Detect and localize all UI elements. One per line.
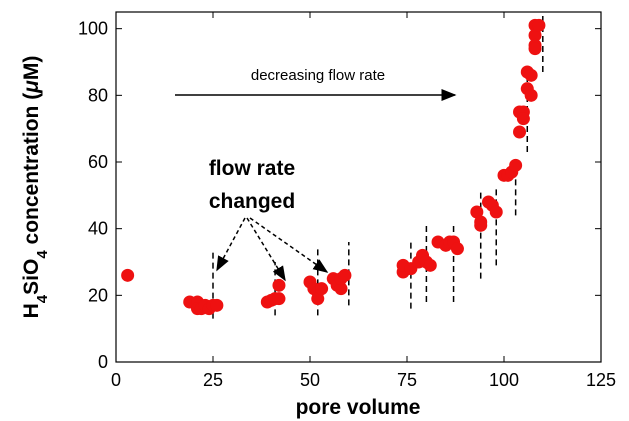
- y-label-part: 4: [34, 294, 51, 303]
- y-label-part: H: [20, 303, 43, 318]
- data-point: [315, 282, 329, 296]
- data-point: [524, 88, 538, 102]
- y-label-part: SiO: [20, 259, 43, 295]
- data-point: [513, 125, 527, 139]
- y-tick-label: 60: [88, 152, 108, 172]
- x-tick-label: 25: [203, 370, 223, 390]
- y-tick-label: 100: [78, 19, 108, 39]
- data-point: [516, 112, 530, 126]
- data-point: [524, 68, 538, 82]
- annotation: changed: [209, 190, 295, 213]
- plot-frame: [115, 11, 602, 363]
- x-tick-label: 125: [586, 370, 616, 390]
- data-point: [338, 268, 352, 282]
- data-point: [334, 282, 348, 296]
- data-point: [489, 205, 503, 219]
- data-point: [470, 205, 484, 219]
- annotation-arrow: [216, 217, 246, 272]
- y-axis-label: H4SiO4 concentration (μM): [20, 56, 51, 319]
- y-label-part: concentration (: [20, 93, 43, 251]
- annotation: decreasing flow rate: [251, 67, 385, 84]
- x-tick-label: 75: [397, 370, 417, 390]
- data-point: [528, 42, 542, 56]
- data-point: [532, 18, 546, 32]
- x-tick-label: 100: [489, 370, 519, 390]
- annotation-arrow: [249, 217, 329, 273]
- data-point: [509, 158, 523, 172]
- annotation: flow rate: [209, 157, 295, 180]
- x-tick-label: 0: [111, 370, 121, 390]
- data-point: [450, 242, 464, 256]
- data-point: [272, 292, 286, 306]
- y-label-part: 4: [34, 250, 51, 259]
- x-tick-label: 50: [300, 370, 320, 390]
- data-point: [528, 28, 542, 42]
- y-tick-label: 80: [88, 85, 108, 105]
- data-point: [311, 292, 325, 306]
- data-point: [272, 278, 286, 292]
- y-label-part: M): [20, 56, 43, 81]
- y-tick-label: 40: [88, 219, 108, 239]
- data-point: [210, 298, 224, 312]
- y-tick-label: 20: [88, 285, 108, 305]
- x-axis-label: pore volume: [296, 396, 421, 419]
- y-label-part: μ: [20, 80, 43, 94]
- annotation-arrows: [216, 217, 329, 282]
- y-tick-label: 0: [98, 352, 108, 372]
- data-point: [121, 268, 135, 282]
- annotation-arrow: [246, 217, 286, 282]
- data-point: [474, 218, 488, 232]
- data-point: [423, 258, 437, 272]
